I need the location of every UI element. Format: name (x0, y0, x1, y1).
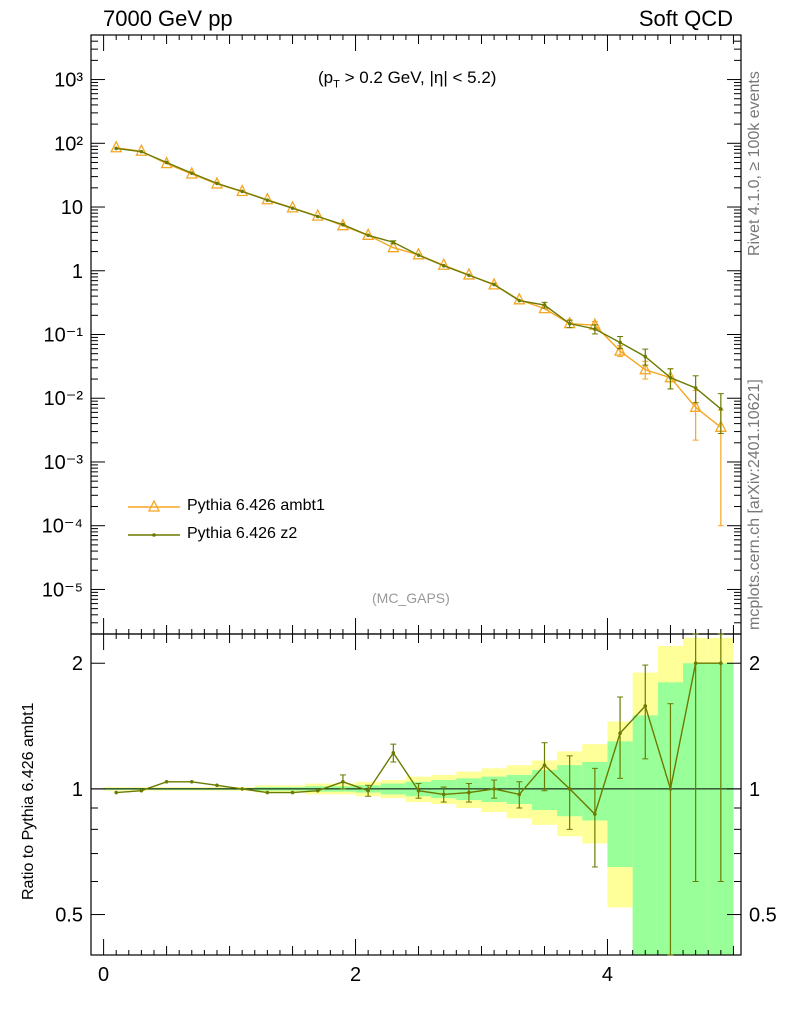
data-point-ambt1 (639, 362, 652, 375)
ratio-data-point (114, 790, 118, 795)
ratio-y-tick-label-right: 2 (749, 653, 760, 675)
main-y-tick-label: 10⁻² (44, 388, 84, 410)
ratio-y-tick-label-right: 1 (749, 779, 760, 801)
ratio-x-tick-label: 2 (350, 964, 361, 986)
data-point-z2 (189, 171, 194, 175)
data-point-z2 (593, 327, 597, 331)
main-y-tick-label: 1 (72, 261, 83, 283)
main-y-tick-label: 10⁻¹ (44, 325, 84, 347)
legend-label-z2: Pythia 6.426 z2 (187, 525, 298, 542)
data-point-z2 (441, 263, 446, 268)
legend-label-ambt1: Pythia 6.426 ambt1 (187, 497, 325, 514)
data-point-z2 (542, 303, 547, 307)
data-point-z2 (668, 375, 673, 380)
data-point-z2 (315, 214, 320, 219)
data-point-ambt1 (689, 399, 702, 412)
data-point-ambt1 (185, 166, 198, 179)
data-point-z2 (643, 354, 648, 359)
series-line-1 (116, 147, 722, 410)
ratio-y-tick-label: 1 (72, 779, 83, 801)
ratio-data-point (593, 812, 597, 816)
ratio-data-point (416, 788, 421, 793)
data-point-z2 (618, 340, 622, 345)
ratio-data-point (618, 731, 622, 735)
data-point-z2 (240, 189, 244, 194)
ratio-data-point (567, 787, 572, 791)
data-point-ambt1 (614, 343, 627, 356)
data-point-z2 (114, 146, 118, 151)
ratio-x-tick-label: 4 (602, 964, 613, 986)
series-line-0 (116, 147, 722, 428)
ratio-y-tick-label: 0.5 (55, 905, 83, 927)
data-point-z2 (693, 386, 698, 390)
data-point-z2 (139, 149, 144, 154)
data-point-z2 (416, 253, 421, 257)
data-point-z2 (391, 240, 396, 245)
legend-marker-ambt1 (147, 499, 161, 512)
data-point-z2 (719, 407, 723, 411)
data-point-z2 (517, 298, 522, 303)
data-point-z2 (467, 273, 471, 278)
ratio-x-tick-label: 0 (98, 964, 109, 986)
main-y-tick-label: 10⁻⁵ (42, 579, 83, 601)
data-point-z2 (265, 198, 270, 202)
data-point-z2 (341, 222, 345, 227)
ratio-data-point (315, 788, 320, 793)
data-point-z2 (290, 206, 295, 210)
ratio-data-point (467, 790, 471, 795)
ratio-data-point (441, 792, 446, 797)
ratio-data-point (517, 792, 522, 797)
data-point-z2 (492, 282, 496, 287)
data-point-ambt1 (387, 240, 400, 253)
ratio-data-point (240, 787, 244, 791)
ratio-data-point (189, 779, 194, 784)
ratio-data-point (391, 751, 396, 755)
ratio-data-point (492, 787, 496, 791)
ratio-data-point (265, 790, 270, 795)
data-point-ambt1 (135, 143, 148, 156)
data-point-z2 (215, 181, 219, 186)
ratio-y-tick-label: 2 (72, 653, 83, 675)
main-plot-frame (90, 34, 742, 635)
ratio-data-point (366, 788, 370, 793)
cut-subtitle: (pT > 0.2 GeV, |η| < 5.2) (318, 68, 497, 91)
ratio-data-point (643, 704, 648, 708)
header-left-title: 7000 GeV pp (103, 6, 233, 31)
ratio-data-point (139, 788, 144, 793)
ratio-y-tick-label-right: 0.5 (749, 905, 777, 927)
data-point-ambt1 (110, 140, 123, 153)
data-point-z2 (164, 160, 169, 165)
analysis-tag: (MC_GAPS) (372, 590, 450, 606)
main-y-tick-label: 10⁻³ (44, 452, 84, 474)
main-y-tick-label: 10⁻⁴ (42, 516, 83, 538)
ratio-data-point (341, 779, 345, 784)
main-y-tick-label: 10² (54, 133, 83, 155)
ratio-data-point (215, 783, 219, 788)
ratio-data-point (290, 790, 295, 795)
ratio-data-point (668, 787, 673, 791)
data-point-z2 (567, 321, 572, 326)
legend-marker-z2 (152, 533, 156, 537)
header-right-title: Soft QCD (638, 6, 733, 31)
data-point-ambt1 (336, 218, 349, 231)
ratio-data-point (719, 661, 723, 666)
data-point-z2 (366, 233, 370, 238)
data-point-ambt1 (160, 156, 173, 169)
main-y-tick-label: 10 (61, 197, 83, 219)
ratio-data-point (542, 763, 547, 767)
ratio-plot-frame (90, 633, 742, 956)
main-y-tick-label: 10³ (54, 70, 83, 92)
ratio-data-point (693, 661, 698, 666)
ratio-data-point (164, 779, 169, 784)
